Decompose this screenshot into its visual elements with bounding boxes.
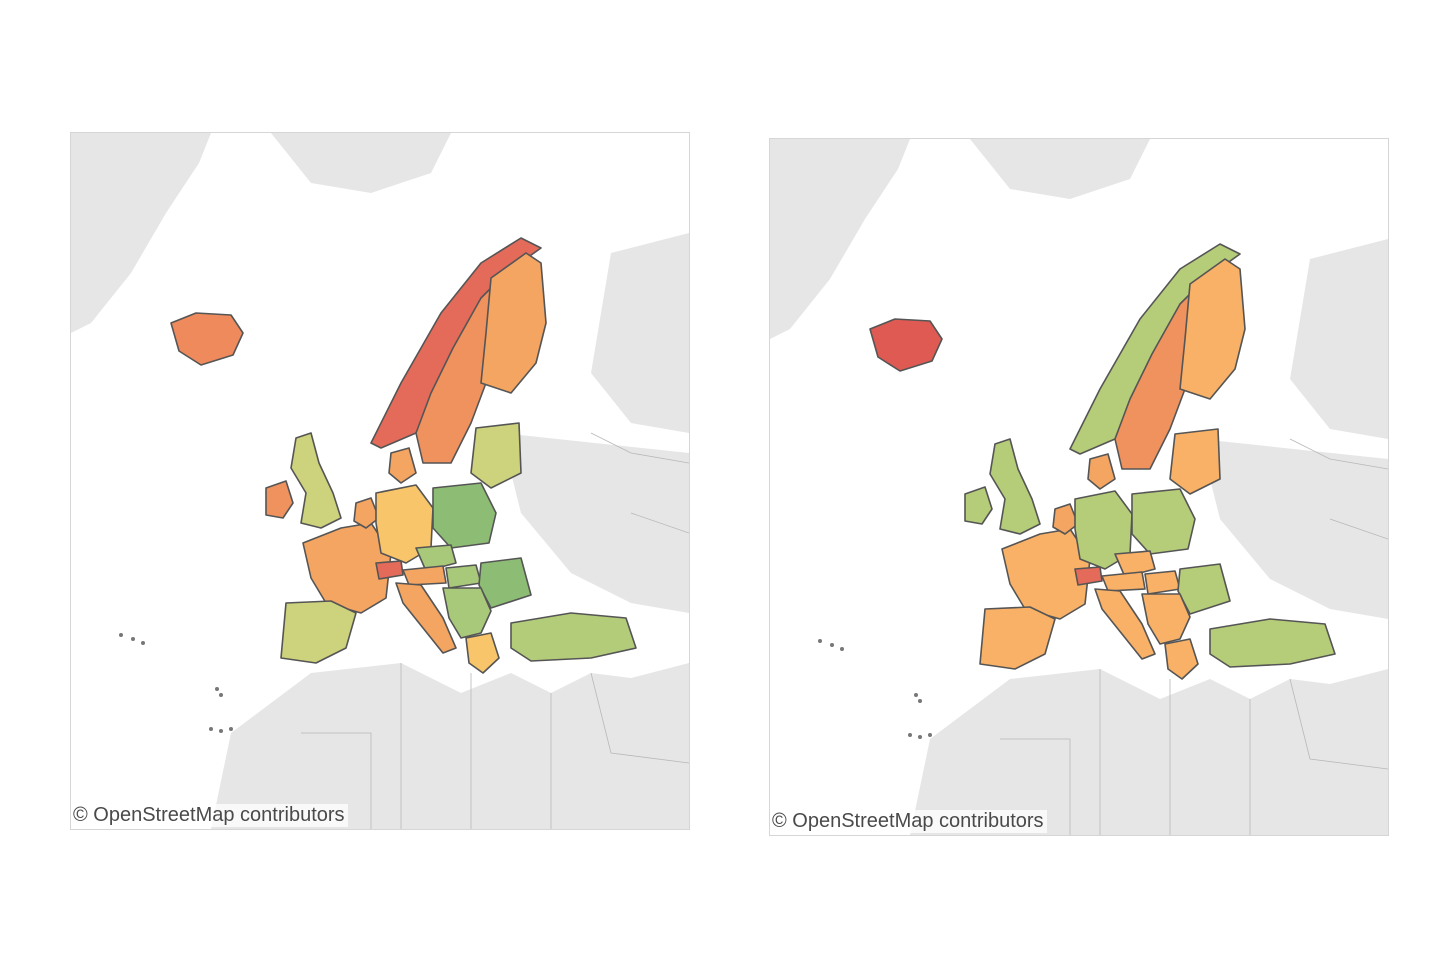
country-benelux — [1052, 503, 1079, 535]
country-uk — [290, 432, 342, 529]
country-denmark — [1087, 453, 1116, 490]
background-land — [71, 133, 689, 829]
map-canvas — [71, 133, 689, 829]
map-canvas — [770, 139, 1388, 835]
country-romania — [478, 557, 532, 609]
country-balkans — [442, 587, 492, 639]
country-denmark — [388, 447, 417, 484]
country-greece — [1164, 638, 1199, 680]
country-ireland — [265, 480, 294, 519]
country-shapes — [170, 237, 637, 674]
country-italy — [1094, 588, 1156, 660]
country-iceland — [170, 312, 244, 366]
country-iceland — [869, 318, 943, 372]
country-hungary — [1144, 570, 1181, 595]
country-turkey — [1209, 618, 1336, 668]
country-ireland — [964, 486, 993, 525]
country-turkey — [510, 612, 637, 662]
country-hungary — [445, 564, 482, 589]
country-spain — [979, 606, 1056, 670]
country-benelux — [353, 497, 380, 529]
country-czech — [1114, 550, 1156, 578]
country-czech — [415, 544, 457, 572]
country-france — [302, 522, 392, 614]
background-borders — [1000, 438, 1388, 835]
country-switzerland — [1074, 566, 1103, 586]
map-attribution[interactable]: © OpenStreetMap contributors — [772, 810, 1047, 833]
map-attribution[interactable]: © OpenStreetMap contributors — [73, 804, 348, 827]
background-borders — [301, 432, 689, 829]
country-finland — [480, 252, 547, 394]
atlantic-islands — [818, 639, 932, 739]
country-greece — [465, 632, 500, 674]
country-poland — [1131, 488, 1196, 555]
country-spain — [280, 600, 357, 664]
country-italy — [395, 582, 457, 654]
country-france — [1001, 528, 1091, 620]
country-baltics — [1169, 428, 1221, 495]
country-baltics — [470, 422, 522, 489]
map-left[interactable]: © OpenStreetMap contributors — [70, 132, 690, 830]
atlantic-islands — [119, 633, 233, 733]
country-balkans — [1141, 593, 1191, 645]
country-uk — [989, 438, 1041, 535]
country-romania — [1177, 563, 1231, 615]
country-finland — [1179, 258, 1246, 400]
country-poland — [432, 482, 497, 549]
background-land — [770, 139, 1388, 835]
country-austria — [402, 565, 447, 586]
map-right[interactable]: © OpenStreetMap contributors — [769, 138, 1389, 836]
country-switzerland — [375, 560, 404, 580]
country-shapes — [869, 243, 1336, 680]
country-austria — [1101, 571, 1146, 592]
